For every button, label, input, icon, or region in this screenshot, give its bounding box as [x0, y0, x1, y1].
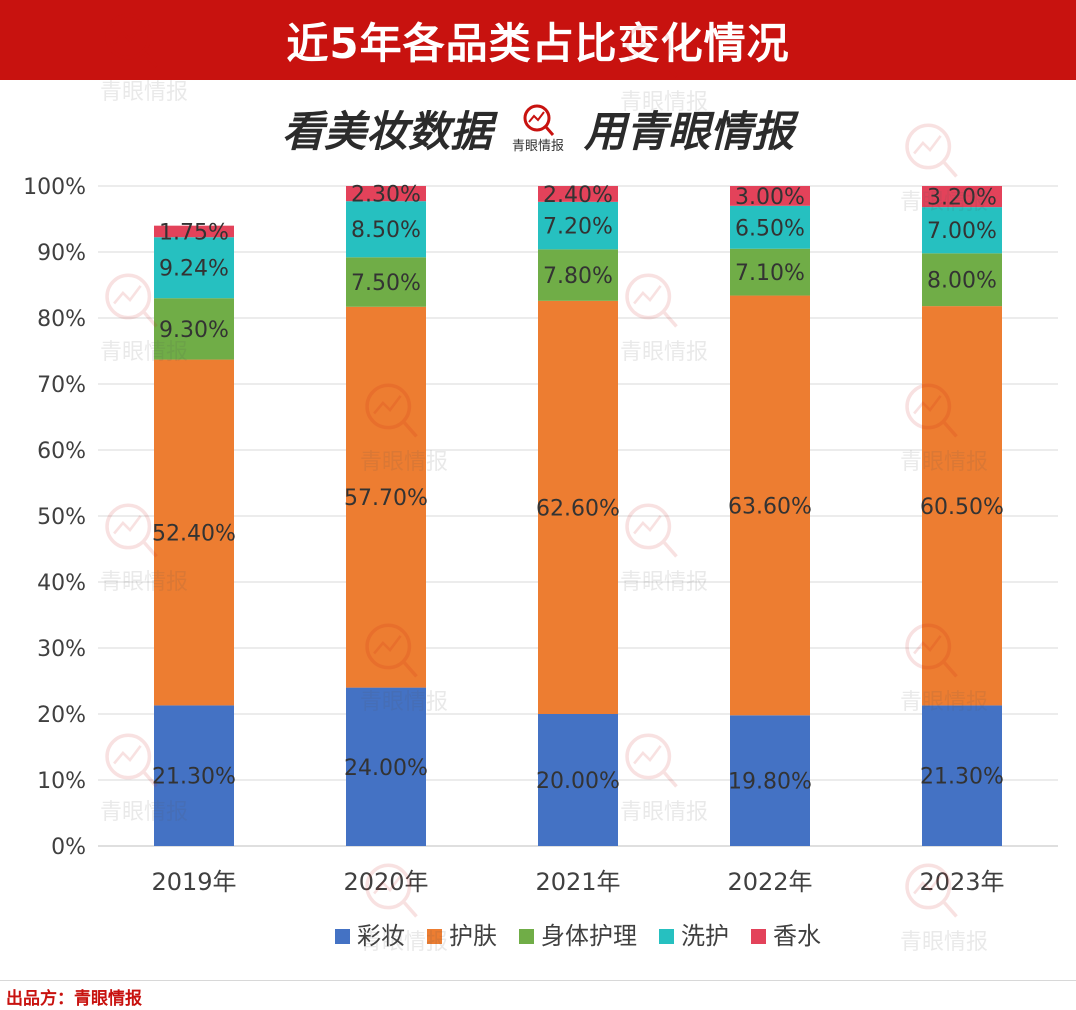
data-label: 9.30%: [159, 318, 229, 343]
header-bar: 近5年各品类占比变化情况: [0, 0, 1076, 80]
legend-label: 彩妆: [357, 922, 405, 950]
legend-swatch-身体护理: [519, 929, 534, 944]
y-tick-label: 80%: [37, 307, 86, 332]
chart-title: 近5年各品类占比变化情况: [286, 18, 790, 68]
data-label: 60.50%: [920, 495, 1004, 520]
data-label: 62.60%: [536, 496, 620, 521]
bar-segment-洗护: [538, 201, 618, 250]
y-tick-label: 50%: [37, 505, 86, 530]
y-tick-label: 20%: [37, 703, 86, 728]
data-label: 21.30%: [920, 765, 1004, 790]
slogan-left: 看美妆数据: [281, 106, 492, 156]
bar-segment-身体护理: [346, 257, 426, 307]
bar-segment-护肤: [730, 295, 810, 716]
legend-swatch-香水: [751, 929, 766, 944]
data-label: 57.70%: [344, 486, 428, 511]
y-tick-label: 60%: [37, 439, 86, 464]
data-label: 20.00%: [536, 769, 620, 794]
y-tick-label: 40%: [37, 571, 86, 596]
bar-segment-彩妆: [730, 715, 810, 846]
data-label: 7.10%: [735, 261, 805, 286]
bar-segment-洗护: [922, 207, 1002, 254]
data-label: 7.80%: [543, 264, 613, 289]
bar-segment-香水: [538, 186, 618, 202]
x-tick-label: 2019年: [151, 868, 236, 896]
data-label: 1.75%: [159, 220, 229, 245]
data-label: 63.60%: [728, 494, 812, 519]
legend-label: 护肤: [449, 922, 497, 950]
footer: 出品方：青眼情报: [6, 984, 142, 1009]
data-label: 3.20%: [927, 186, 997, 211]
bar-segment-洗护: [346, 201, 426, 258]
y-tick-label: 30%: [37, 637, 86, 662]
bar-segment-身体护理: [538, 249, 618, 301]
bar-segment-身体护理: [922, 253, 1002, 307]
data-label: 52.40%: [152, 522, 236, 547]
bar-segment-香水: [154, 225, 234, 238]
bar-segment-彩妆: [346, 687, 426, 846]
data-label: 21.30%: [152, 765, 236, 790]
data-label: 7.50%: [351, 271, 421, 296]
bar-segment-彩妆: [922, 705, 1002, 846]
magnifier-chart-icon: [523, 104, 555, 136]
data-label: 24.00%: [344, 756, 428, 781]
data-label: 2.30%: [351, 183, 421, 208]
x-tick-label: 2022年: [727, 868, 812, 896]
slogan-right: 用青眼情报: [584, 106, 795, 156]
data-label: 3.00%: [735, 185, 805, 210]
footer-label: 出品方：: [6, 989, 74, 1009]
footer-brand: 青眼情报: [74, 989, 142, 1009]
bar-segment-护肤: [922, 306, 1002, 706]
data-label: 2.40%: [543, 183, 613, 208]
data-label: 9.24%: [159, 257, 229, 282]
y-tick-label: 70%: [37, 373, 86, 398]
y-tick-label: 100%: [23, 175, 86, 200]
bar-segment-护肤: [346, 306, 426, 688]
bar-segment-彩妆: [538, 714, 618, 846]
y-tick-label: 0%: [51, 835, 86, 860]
x-tick-label: 2020年: [343, 868, 428, 896]
bar-segment-香水: [346, 186, 426, 202]
data-label: 7.20%: [543, 215, 613, 240]
x-tick-label: 2023年: [919, 868, 1004, 896]
stacked-bar-chart: 0% 10% 20% 30% 40% 50% 60% 70% 80% 90% 100% 21.30% 5…: [23, 175, 1058, 950]
legend-label: 身体护理: [541, 922, 637, 950]
x-tick-label: 2021年: [535, 868, 620, 896]
legend-swatch-彩妆: [335, 929, 350, 944]
data-label: 19.80%: [728, 770, 812, 795]
legend-swatch-护肤: [427, 929, 442, 944]
data-label: 8.00%: [927, 269, 997, 294]
bar-segment-彩妆: [154, 705, 234, 846]
data-label: 8.50%: [351, 218, 421, 243]
legend-swatch-洗护: [659, 929, 674, 944]
bar-segment-身体护理: [154, 298, 234, 360]
bar-segment-香水: [922, 186, 1002, 208]
bar-segment-洗护: [154, 237, 234, 299]
y-tick-label: 90%: [37, 241, 86, 266]
logo-text: 青眼情报: [511, 138, 564, 154]
legend-label: 香水: [773, 922, 821, 950]
bar-segment-护肤: [538, 300, 618, 714]
bar-segment-护肤: [154, 359, 234, 706]
bar-segment-洗护: [730, 205, 810, 249]
slogan: 看美妆数据 青眼情报 用青眼情报: [0, 88, 1076, 168]
legend-label: 洗护: [681, 922, 729, 950]
bar-segment-香水: [730, 186, 810, 206]
data-label: 7.00%: [927, 219, 997, 244]
data-label: 6.50%: [735, 216, 805, 241]
bar-segment-身体护理: [730, 248, 810, 296]
footer-divider: [0, 980, 1076, 981]
brand-logo: 青眼情报: [512, 103, 564, 154]
y-tick-label: 10%: [37, 769, 86, 794]
